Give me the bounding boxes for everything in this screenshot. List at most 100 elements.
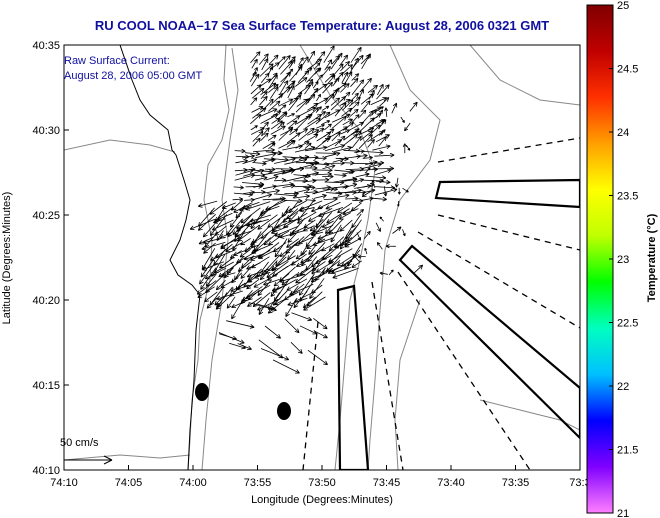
current-vector xyxy=(253,273,278,288)
current-vector xyxy=(297,107,316,117)
separation-zones xyxy=(336,178,580,470)
current-vector xyxy=(315,137,330,150)
current-vector xyxy=(243,168,265,177)
current-vector xyxy=(293,163,315,171)
current-vector xyxy=(312,81,319,89)
current-vector xyxy=(270,225,289,234)
y-tick-label: 40:25 xyxy=(32,210,60,222)
current-vector xyxy=(365,175,387,180)
buoy-marker xyxy=(195,383,209,401)
current-vector xyxy=(291,312,313,322)
x-tick-label: 73:45 xyxy=(373,477,401,489)
current-vector xyxy=(287,297,308,306)
current-vector xyxy=(344,238,361,248)
current-vector xyxy=(334,172,347,178)
current-vector xyxy=(368,89,375,100)
current-vector xyxy=(253,189,266,195)
current-vector xyxy=(402,143,407,154)
x-tick-label: 73:55 xyxy=(244,477,272,489)
current-vector xyxy=(323,45,335,63)
current-vector xyxy=(231,298,251,308)
current-vector xyxy=(251,87,265,99)
current-vector xyxy=(307,349,328,366)
current-vector xyxy=(304,142,312,149)
x-axis: 74:10 74:05 74:00 73:55 73:50 73:45 73:40 73:35… xyxy=(50,465,591,489)
current-vector xyxy=(282,169,295,175)
current-vector xyxy=(269,62,280,70)
current-vector xyxy=(361,190,373,197)
current-vector xyxy=(273,177,287,183)
current-vector xyxy=(293,291,308,309)
colorbar-tick-label: 23 xyxy=(617,254,629,266)
current-vector xyxy=(271,284,288,292)
current-vector xyxy=(330,97,341,106)
current-vector xyxy=(340,61,350,72)
current-vector xyxy=(284,174,308,182)
y-tick-label: 40:35 xyxy=(32,40,60,52)
current-vector xyxy=(251,127,265,135)
coastline xyxy=(119,45,201,470)
current-vector xyxy=(331,267,351,275)
current-vector xyxy=(331,113,351,123)
current-vector xyxy=(240,238,251,246)
current-vector xyxy=(322,135,332,143)
current-vector xyxy=(372,144,391,151)
current-vector xyxy=(234,173,255,181)
current-vector xyxy=(334,145,353,152)
current-vector xyxy=(334,71,344,83)
current-vector xyxy=(254,271,271,279)
current-vector xyxy=(358,109,367,118)
current-vector xyxy=(229,342,246,350)
current-vector xyxy=(350,46,362,63)
current-vector xyxy=(318,207,344,218)
current-vector xyxy=(226,296,236,309)
current-vector xyxy=(268,74,278,89)
current-vector xyxy=(274,157,296,164)
current-vector xyxy=(392,226,402,234)
scale-arrow xyxy=(64,455,113,465)
colorbar-scale xyxy=(586,4,614,514)
current-vector xyxy=(342,169,356,175)
x-tick-label: 74:00 xyxy=(179,477,207,489)
current-vector xyxy=(295,260,309,267)
current-vector xyxy=(349,108,359,117)
current-vector xyxy=(296,115,311,130)
current-vector xyxy=(268,100,281,112)
current-vector xyxy=(260,114,279,124)
current-vector xyxy=(338,212,352,220)
current-vector xyxy=(269,86,279,99)
current-vector xyxy=(363,188,376,194)
current-vector xyxy=(231,296,246,320)
current-vector xyxy=(307,129,320,136)
current-vector xyxy=(324,93,335,105)
current-vector xyxy=(362,155,373,160)
current-vector xyxy=(349,121,365,131)
buoy-marker xyxy=(277,402,291,420)
current-vector xyxy=(259,108,278,117)
current-vector xyxy=(324,123,332,131)
current-vector xyxy=(321,220,334,228)
current-vector xyxy=(197,200,218,208)
x-tick-label: 73:35 xyxy=(502,477,530,489)
zone-southeast xyxy=(398,244,580,440)
current-vector xyxy=(339,54,349,66)
current-vector xyxy=(394,177,399,188)
current-vector xyxy=(374,187,398,196)
annotation-line-2: August 28, 2006 05:00 GMT xyxy=(64,70,202,82)
current-vector xyxy=(375,168,392,175)
current-vector xyxy=(288,94,302,111)
current-vector xyxy=(278,98,294,107)
current-vector xyxy=(270,125,286,135)
current-vector xyxy=(321,66,331,77)
current-vector xyxy=(226,320,255,329)
current-vector xyxy=(313,317,328,330)
current-vector xyxy=(342,118,353,126)
current-vector xyxy=(252,107,267,119)
current-vector xyxy=(295,98,311,113)
current-vector xyxy=(303,296,326,311)
colorbar-tick-label: 21.5 xyxy=(617,445,638,457)
y-axis: 40:35 40:30 40:25 40:20 40:15 40:10 xyxy=(32,40,69,477)
y-axis-label: Latitude (Degrees:Minutes) xyxy=(1,192,13,325)
current-vector xyxy=(234,230,252,238)
current-vector xyxy=(342,122,354,131)
